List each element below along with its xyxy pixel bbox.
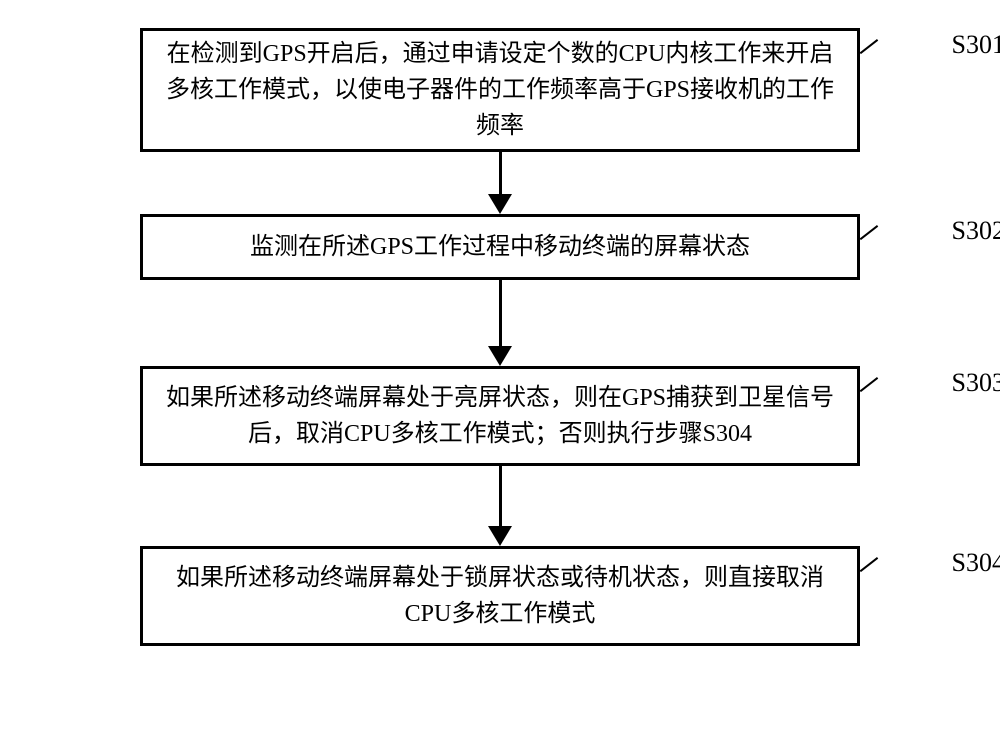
arrow-shaft [499,152,502,200]
step-label: S302 [952,211,1000,250]
flow-arrow [140,152,860,214]
flow-arrow [140,466,860,546]
flow-step-s302: 监测在所述GPS工作过程中移动终端的屏幕状态 S302 [140,214,860,280]
leader-line [860,39,879,54]
flow-step-s303: 如果所述移动终端屏幕处于亮屏状态，则在GPS捕获到卫星信号后，取消CPU多核工作… [140,366,860,466]
step-label: S303 [952,363,1000,402]
flowchart-container: 在检测到GPS开启后，通过申请设定个数的CPU内核工作来开启多核工作模式，以使电… [60,28,940,646]
leader-line [860,557,879,572]
arrow-shaft [499,280,502,352]
flow-step-s304: 如果所述移动终端屏幕处于锁屏状态或待机状态，则直接取消CPU多核工作模式 S30… [140,546,860,646]
arrow-head-icon [488,526,512,546]
flow-step-text: 监测在所述GPS工作过程中移动终端的屏幕状态 [250,229,750,265]
arrow-head-icon [488,194,512,214]
arrow-shaft [499,466,502,532]
step-label: S304 [952,543,1000,582]
step-label: S301 [952,25,1000,64]
arrow-head-icon [488,346,512,366]
leader-line [860,377,879,392]
leader-line [860,225,879,240]
flow-arrow [140,280,860,366]
flow-step-text: 如果所述移动终端屏幕处于锁屏状态或待机状态，则直接取消CPU多核工作模式 [161,560,839,632]
flow-step-text: 在检测到GPS开启后，通过申请设定个数的CPU内核工作来开启多核工作模式，以使电… [161,36,839,144]
flow-step-text: 如果所述移动终端屏幕处于亮屏状态，则在GPS捕获到卫星信号后，取消CPU多核工作… [161,380,839,452]
flow-step-s301: 在检测到GPS开启后，通过申请设定个数的CPU内核工作来开启多核工作模式，以使电… [140,28,860,152]
